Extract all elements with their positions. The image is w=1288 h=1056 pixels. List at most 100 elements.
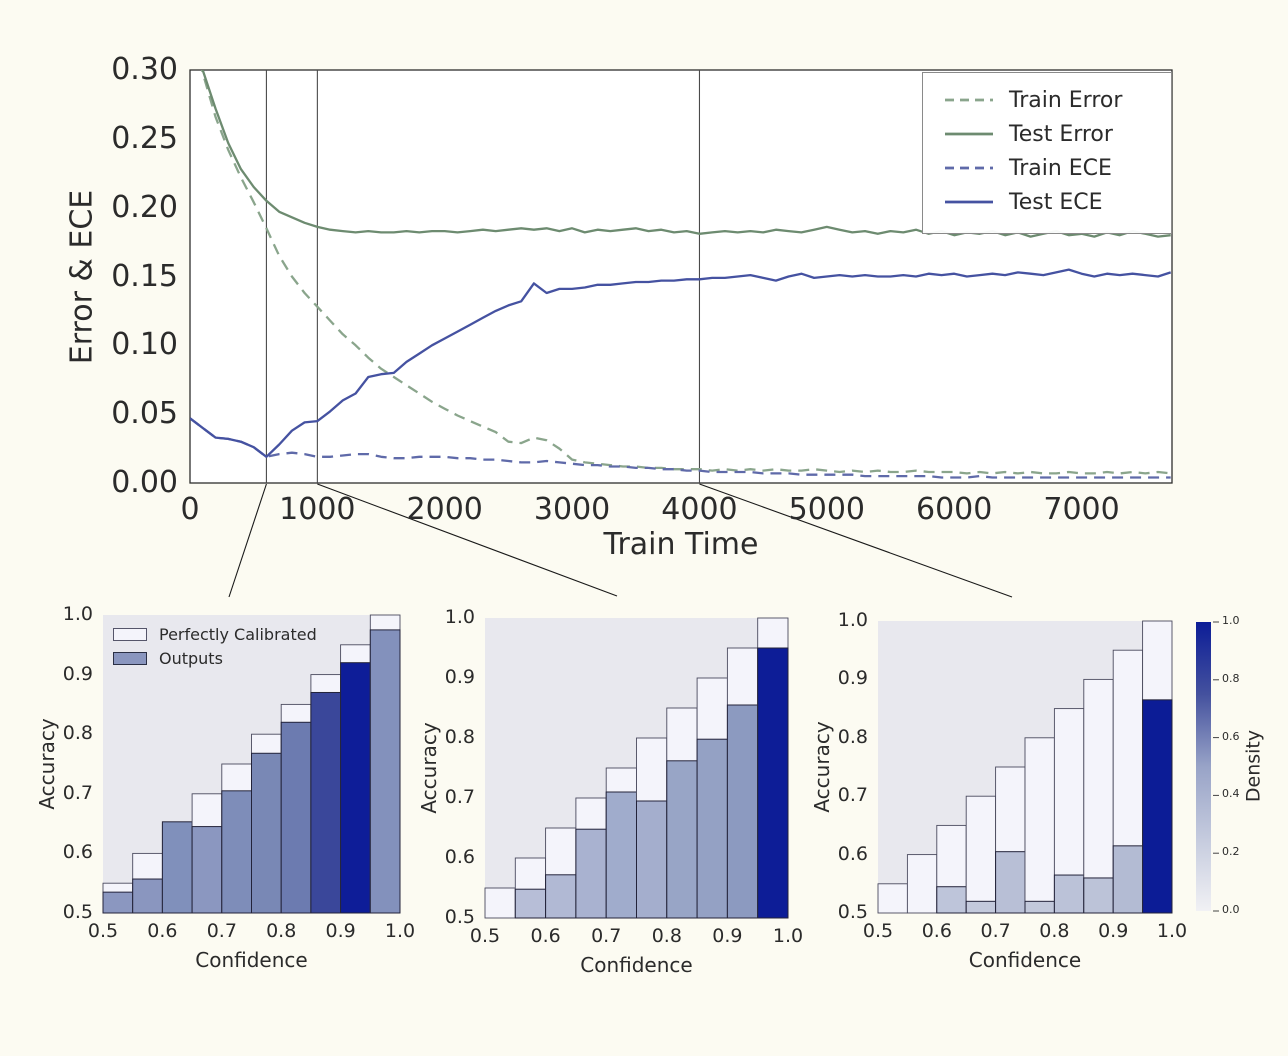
- subplot-2-ytick-0.8: 0.8: [444, 726, 475, 748]
- subplot-1-ytick-0.9: 0.9: [62, 662, 93, 685]
- outputs-bar: [1024, 900, 1055, 914]
- subplot-2-xtick-0.7: 0.7: [591, 925, 622, 947]
- subplot-3-xtick-0.5: 0.5: [862, 920, 894, 942]
- subplot-2-ytick-0.6: 0.6: [444, 846, 475, 868]
- outputs-bar: [132, 878, 163, 914]
- subplot-1-ytick-0.8: 0.8: [62, 722, 93, 745]
- outputs-bar: [936, 886, 967, 914]
- subplot1-legend-label: Outputs: [159, 648, 223, 668]
- series-train-error: [200, 70, 1171, 475]
- outputs-bar: [1083, 877, 1114, 914]
- subplot-2-ytick-0.9: 0.9: [444, 666, 475, 688]
- outputs-bar: [102, 891, 134, 914]
- series-test-error: [201, 70, 1171, 238]
- top-chart-ytick-0.15: 0.15: [111, 258, 178, 294]
- subplot1-legend-item-perfectly-calibrated: Perfectly Calibrated: [113, 622, 317, 646]
- outputs-bar: [965, 900, 997, 914]
- outputs-bar: [1142, 699, 1173, 914]
- subplot-1-xtick-0.9: 0.9: [325, 920, 356, 942]
- legend-label: Train Error: [1009, 87, 1123, 113]
- subplot1-legend: Perfectly Calibrated Outputs: [113, 622, 317, 670]
- outputs-bar: [636, 800, 668, 919]
- outputs-bar: [310, 691, 342, 914]
- dashed-line-swatch-icon: [945, 98, 993, 102]
- outputs-bar: [666, 760, 698, 919]
- subplot-3-x-axis-label: Confidence: [968, 948, 1082, 972]
- bar-swatch-icon: [113, 651, 147, 665]
- subplot-1-xtick-0.5: 0.5: [87, 920, 119, 942]
- subplot-2-x-axis-label: Confidence: [580, 953, 693, 977]
- subplot-3-xtick-0.8: 0.8: [1039, 920, 1070, 942]
- subplot-3-ytick-0.9: 0.9: [837, 667, 868, 690]
- calibrated-bar: [1024, 737, 1055, 914]
- bar-swatch-icon: [113, 627, 147, 641]
- top-chart-xtick-4000: 4000: [661, 492, 738, 527]
- subplot-2-xtick-0.6: 0.6: [530, 925, 561, 947]
- subplot-1-xtick-0.6: 0.6: [147, 920, 178, 942]
- outputs-bar: [726, 704, 759, 919]
- subplot-1-y-axis-label: Accuracy: [35, 718, 59, 810]
- calibrated-bar: [906, 854, 938, 914]
- top-chart-legend: Train Error Test Error Train ECE Test ECE: [922, 72, 1172, 234]
- legend-label: Train ECE: [1009, 155, 1112, 181]
- outputs-bar: [369, 629, 401, 914]
- legend-label: Test Error: [1009, 121, 1113, 147]
- subplot-1-x-axis-label: Confidence: [195, 948, 308, 972]
- colorbar-label: Density: [1242, 729, 1265, 803]
- zoom-connector-line-3: [699, 483, 1013, 598]
- calibrated-bar: [1083, 678, 1114, 914]
- top-chart-ytick-0.30: 0.30: [111, 52, 178, 87]
- top-y-axis-label: Error & ECE: [64, 189, 100, 365]
- top-chart-ytick-0.10: 0.10: [111, 327, 178, 363]
- subplot-3-xtick-0.9: 0.9: [1098, 920, 1129, 942]
- solid-line-swatch-icon: [945, 132, 993, 136]
- calibrated-bar: [965, 795, 997, 914]
- calibrated-bar: [877, 883, 908, 914]
- outputs-bar: [545, 874, 577, 919]
- subplot-3-ytick-0.8: 0.8: [837, 725, 868, 748]
- outputs-bar: [995, 851, 1026, 914]
- legend-item-train-ece: Train ECE: [923, 151, 1171, 185]
- subplot-2-xtick-0.9: 0.9: [712, 925, 743, 947]
- subplot-1-ytick-0.5: 0.5: [62, 901, 93, 923]
- subplot-1-xtick-0.7: 0.7: [206, 920, 237, 942]
- legend-item-test-error: Test Error: [923, 117, 1171, 151]
- subplot-2-ytick-0.5: 0.5: [444, 906, 475, 928]
- top-chart-xtick-1000: 1000: [279, 492, 356, 527]
- outputs-bar: [191, 826, 223, 914]
- outputs-bar: [605, 791, 638, 919]
- outputs-bar: [1053, 874, 1085, 914]
- colorbar-tick-0.4: 0.4: [1222, 787, 1240, 801]
- top-chart-xtick-3000: 3000: [533, 492, 611, 527]
- subplot-3-xtick-1.0: 1.0: [1156, 920, 1188, 942]
- colorbar-tick-0.8: 0.8: [1222, 671, 1240, 685]
- top-chart-ytick-0.05: 0.05: [111, 396, 178, 432]
- outputs-bar: [757, 647, 789, 919]
- top-chart-ytick-0.25: 0.25: [111, 120, 178, 156]
- outputs-bar: [696, 738, 728, 919]
- calibrated-bar: [484, 887, 516, 919]
- outputs-bar: [575, 828, 607, 919]
- subplot-3-ytick-0.6: 0.6: [837, 842, 868, 865]
- subplot-3-xtick-0.7: 0.7: [980, 920, 1011, 942]
- subplot1-legend-label: Perfectly Calibrated: [159, 624, 317, 644]
- subplot-3-ytick-0.7: 0.7: [837, 784, 868, 807]
- top-x-axis-label: Train Time: [603, 527, 759, 562]
- series-train-ece: [190, 417, 1171, 479]
- legend-label: Test ECE: [1009, 189, 1103, 215]
- outputs-bar: [280, 721, 312, 914]
- subplot-1-ytick-0.7: 0.7: [62, 781, 93, 804]
- outputs-bar: [251, 752, 282, 914]
- subplot-2-ytick-1.0: 1.0: [444, 606, 475, 628]
- outputs-bar: [514, 888, 547, 919]
- top-chart-ytick-0.00: 0.00: [111, 465, 178, 500]
- subplot-2-xtick-0.5: 0.5: [469, 925, 501, 947]
- top-chart-ytick-0.20: 0.20: [111, 189, 178, 225]
- subplot-3-xtick-0.6: 0.6: [921, 920, 952, 942]
- legend-item-train-error: Train Error: [923, 83, 1171, 117]
- subplot-1-xtick-0.8: 0.8: [266, 920, 297, 942]
- subplot-1-ytick-1.0: 1.0: [62, 603, 93, 625]
- subplot-3-ytick-0.5: 0.5: [837, 901, 868, 923]
- subplot-2-y-axis-label: Accuracy: [417, 722, 441, 814]
- subplot-1-xtick-1.0: 1.0: [384, 920, 416, 942]
